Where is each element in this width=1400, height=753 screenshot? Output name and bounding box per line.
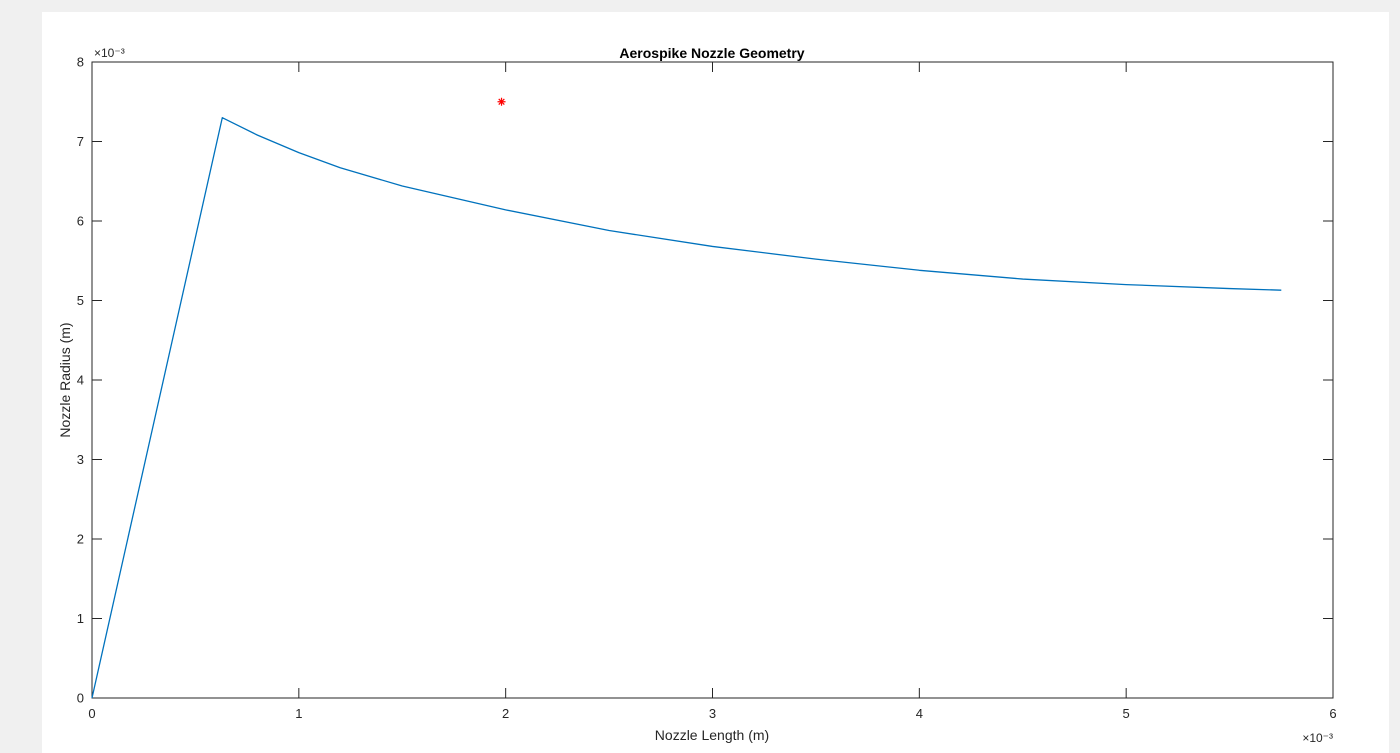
x-axis-label: Nozzle Length (m) bbox=[655, 727, 769, 743]
y-tick-label: 4 bbox=[77, 373, 84, 388]
x-tick-label: 5 bbox=[1123, 706, 1130, 721]
y-axis-label: Nozzle Radius (m) bbox=[57, 322, 73, 437]
x-exponent-label: ×10⁻³ bbox=[1302, 731, 1333, 745]
y-tick-label: 5 bbox=[77, 293, 84, 308]
x-tick-label: 0 bbox=[88, 706, 95, 721]
marker-layer bbox=[497, 97, 506, 106]
x-tick-label: 2 bbox=[502, 706, 509, 721]
y-tick-labels: 0 1 2 3 4 5 6 7 8 bbox=[77, 55, 84, 706]
asterisk-marker bbox=[497, 97, 506, 106]
y-tick-label: 0 bbox=[77, 691, 84, 706]
y-tick-label: 7 bbox=[77, 134, 84, 149]
x-tick-labels: 0 1 2 3 4 5 6 bbox=[88, 706, 1336, 721]
x-tick-label: 3 bbox=[709, 706, 716, 721]
x-tick-label: 4 bbox=[916, 706, 923, 721]
nozzle-contour-line bbox=[91, 117, 1282, 699]
y-tick-label: 8 bbox=[77, 55, 84, 70]
x-tick-label: 1 bbox=[295, 706, 302, 721]
chart-title: Aerospike Nozzle Geometry bbox=[619, 45, 804, 61]
plot-area bbox=[91, 61, 1334, 699]
y-exponent-label: ×10⁻³ bbox=[94, 46, 125, 60]
series-layer bbox=[91, 117, 1282, 699]
y-tick-label: 1 bbox=[77, 611, 84, 626]
tick-marks bbox=[91, 61, 1334, 699]
y-tick-label: 6 bbox=[77, 214, 84, 229]
y-tick-label: 3 bbox=[77, 452, 84, 467]
x-tick-label: 6 bbox=[1329, 706, 1336, 721]
axes: 0 1 2 3 4 5 6 0 1 2 3 4 5 6 7 8 bbox=[77, 55, 1337, 722]
y-tick-label: 2 bbox=[77, 532, 84, 547]
